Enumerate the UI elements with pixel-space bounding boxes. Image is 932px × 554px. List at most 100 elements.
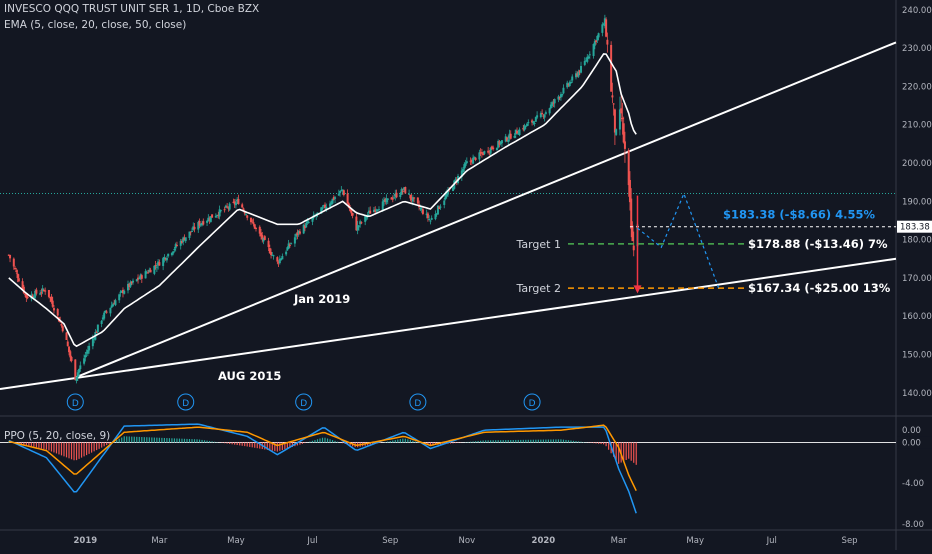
candle-body xyxy=(79,365,82,370)
x-tick-label: 2019 xyxy=(73,536,97,546)
candle-body xyxy=(198,220,201,226)
candle-body xyxy=(359,221,362,225)
candle-body xyxy=(465,161,468,164)
candle-body xyxy=(91,338,94,347)
candle-body xyxy=(183,237,186,241)
candle-body xyxy=(260,232,263,237)
candle-body xyxy=(372,209,375,213)
candle-body xyxy=(357,225,360,227)
candle-body xyxy=(120,290,123,293)
candle-body xyxy=(489,147,492,154)
candle-body xyxy=(482,152,485,155)
candle-body xyxy=(34,290,37,298)
candle-body xyxy=(170,252,173,256)
candle-body xyxy=(320,207,323,214)
y-tick-label: 210.00 xyxy=(902,121,932,131)
candle-body xyxy=(606,39,609,45)
candle-body xyxy=(504,136,507,142)
candle-body xyxy=(281,256,284,260)
candle-body xyxy=(428,219,431,221)
candle-body xyxy=(297,230,300,234)
candle-body xyxy=(145,272,148,274)
current-price-label: $183.38 (-$8.66) 4.55% xyxy=(723,208,875,222)
candle-body xyxy=(587,56,590,59)
candle-body xyxy=(452,187,455,191)
x-tick-label: Nov xyxy=(459,536,476,546)
candle-body xyxy=(12,258,15,267)
dividend-marker-label: D xyxy=(300,399,307,409)
candle-body xyxy=(447,190,449,195)
candle-body xyxy=(367,210,370,214)
candle-body xyxy=(505,137,508,142)
candle-body xyxy=(226,206,229,208)
candle-body xyxy=(577,71,580,77)
candle-body xyxy=(15,270,18,272)
dividend-marker xyxy=(295,393,313,411)
trendline-aug2015 xyxy=(0,257,897,391)
candle-body xyxy=(288,244,291,246)
candle-body xyxy=(113,303,116,305)
candle-body xyxy=(144,271,147,279)
candle-body xyxy=(118,294,121,301)
candle-body xyxy=(60,323,63,326)
candle-body xyxy=(154,265,157,267)
candle-body xyxy=(497,140,500,148)
target2-value: $167.34 (-$25.00 13% xyxy=(748,281,891,295)
candle-body xyxy=(24,293,27,295)
candle-body xyxy=(293,237,296,244)
candle-body xyxy=(399,194,402,197)
candle-body xyxy=(420,208,423,210)
candle-body xyxy=(35,289,38,294)
x-tick-label: Mar xyxy=(151,536,168,546)
candle-body xyxy=(249,217,252,223)
candle-body xyxy=(472,157,475,164)
candle-body xyxy=(443,200,446,205)
candle-body xyxy=(303,225,306,229)
candle-body xyxy=(355,216,358,231)
candle-body xyxy=(158,262,161,266)
candle-body xyxy=(531,120,534,123)
candle-body xyxy=(251,220,254,222)
candle-body xyxy=(241,204,244,208)
candle-body xyxy=(517,133,520,135)
candle-body xyxy=(130,281,133,284)
ppo-y-tick-label: 0.00 xyxy=(902,426,921,436)
ppo-tag-box xyxy=(897,436,932,449)
candle-body xyxy=(627,150,630,186)
candle-body xyxy=(334,197,337,199)
y-tick-label: 140.00 xyxy=(902,389,932,399)
candle-body xyxy=(75,376,78,381)
candle-body xyxy=(39,293,42,295)
candle-body xyxy=(524,125,527,127)
candle-body xyxy=(522,127,525,130)
candle-body xyxy=(557,96,560,100)
candle-body xyxy=(216,215,219,217)
candle-body xyxy=(615,129,618,135)
candle-body xyxy=(209,216,212,222)
candle-body xyxy=(26,296,29,299)
candle-body xyxy=(224,205,227,208)
candle-body xyxy=(316,212,319,214)
candle-body xyxy=(325,206,328,210)
candle-body xyxy=(66,341,69,347)
candle-body xyxy=(165,257,168,261)
candle-body xyxy=(369,210,372,214)
candle-body xyxy=(137,277,140,280)
aug2015-label: AUG 2015 xyxy=(218,369,281,383)
candle-body xyxy=(470,159,473,163)
x-tick-label: Mar xyxy=(611,536,628,546)
candle-body xyxy=(232,201,235,203)
candle-body xyxy=(542,115,545,117)
candle-body xyxy=(605,19,608,37)
candle-body xyxy=(189,231,192,233)
candle-body xyxy=(364,215,367,222)
x-tick-label: May xyxy=(686,536,704,546)
candle-body xyxy=(558,97,561,99)
candle-body xyxy=(527,122,530,124)
candle-body xyxy=(201,222,204,226)
candle-body xyxy=(526,123,529,127)
trendline-jan2019 xyxy=(74,41,897,379)
trendlines xyxy=(0,41,897,391)
